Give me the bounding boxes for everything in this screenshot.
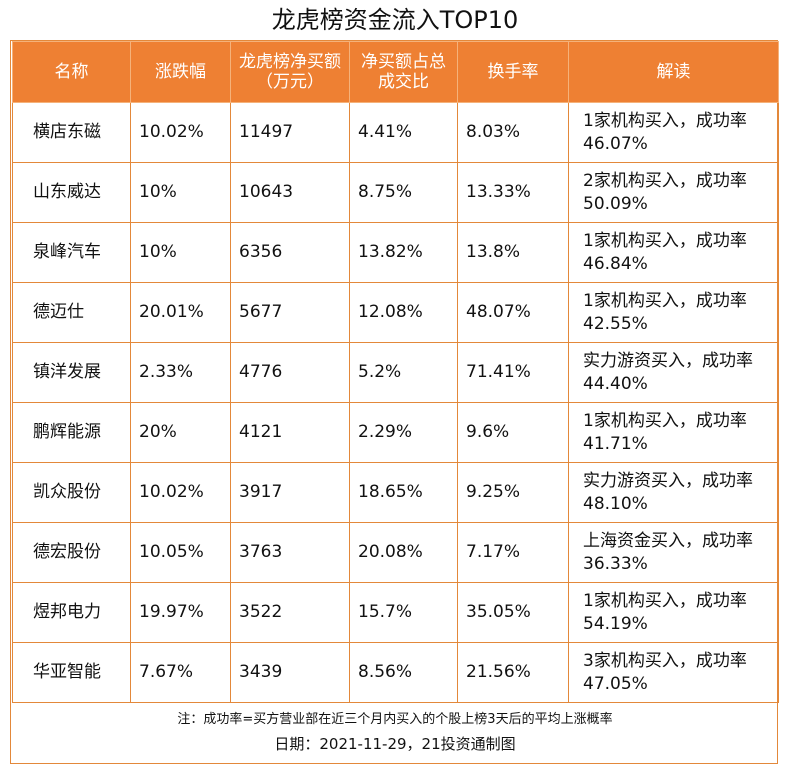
col-header-name: 名称 — [12, 41, 131, 103]
cell-name: 山东威达 — [12, 162, 131, 223]
table-row: 山东威达 10% 10643 8.75% 13.33% 2家机构买入，成功率50.09% — [12, 162, 779, 223]
table-row: 德宏股份 10.05% 3763 20.08% 7.17% 上海资金买入，成功率36.33… — [12, 522, 779, 583]
cell-turnover: 48.07% — [457, 282, 569, 343]
cell-name: 泉峰汽车 — [12, 222, 131, 283]
cell-net-buy: 5677 — [230, 282, 350, 343]
table-row: 鹏辉能源 20% 4121 2.29% 9.6% 1家机构买入，成功率41.71% — [12, 402, 779, 463]
cell-name: 华亚智能 — [12, 642, 131, 703]
footnote: 注：成功率=买方营业部在近三个月内买入的个股上榜3天后的平均上涨概率 — [177, 712, 613, 727]
col-header-note: 解读 — [568, 41, 779, 103]
table-row: 华亚智能 7.67% 3439 8.56% 21.56% 3家机构买入，成功率47.05% — [12, 642, 779, 703]
col-header-ratio: 净买额占总成交比 — [349, 41, 458, 103]
cell-net-buy: 3763 — [230, 522, 350, 583]
cell-net-buy: 4776 — [230, 342, 350, 403]
cell-note: 1家机构买入，成功率46.84% — [568, 222, 779, 283]
cell-note: 实力游资买入，成功率44.40% — [568, 342, 779, 403]
cell-change: 10.02% — [130, 102, 231, 163]
cell-change: 2.33% — [130, 342, 231, 403]
cell-note: 实力游资买入，成功率48.10% — [568, 462, 779, 523]
table-row: 煜邦电力 19.97% 3522 15.7% 35.05% 1家机构买入，成功率54.19… — [12, 582, 779, 643]
cell-note: 1家机构买入，成功率54.19% — [568, 582, 779, 643]
cell-change: 19.97% — [130, 582, 231, 643]
cell-note: 上海资金买入，成功率36.33% — [568, 522, 779, 583]
cell-ratio: 8.75% — [349, 162, 458, 223]
cell-note: 1家机构买入，成功率46.07% — [568, 102, 779, 163]
cell-change: 10.05% — [130, 522, 231, 583]
table-header-row: 名称 涨跌幅 龙虎榜净买额（万元） 净买额占总成交比 换手率 解读 — [12, 41, 779, 103]
cell-turnover: 71.41% — [457, 342, 569, 403]
table-row: 凯众股份 10.02% 3917 18.65% 9.25% 实力游资买入，成功率48.10… — [12, 462, 779, 523]
cell-change: 20.01% — [130, 282, 231, 343]
cell-ratio: 2.29% — [349, 402, 458, 463]
cell-name: 镇洋发展 — [12, 342, 131, 403]
col-header-turnover: 换手率 — [457, 41, 569, 103]
cell-turnover: 21.56% — [457, 642, 569, 703]
cell-note: 2家机构买入，成功率50.09% — [568, 162, 779, 223]
cell-change: 10.02% — [130, 462, 231, 523]
cell-change: 10% — [130, 222, 231, 283]
cell-net-buy: 10643 — [230, 162, 350, 223]
cell-net-buy: 3522 — [230, 582, 350, 643]
cell-name: 德宏股份 — [12, 522, 131, 583]
cell-ratio: 20.08% — [349, 522, 458, 583]
cell-ratio: 13.82% — [349, 222, 458, 283]
table-row: 德迈仕 20.01% 5677 12.08% 48.07% 1家机构买入，成功率42.55… — [12, 282, 779, 343]
cell-name: 煜邦电力 — [12, 582, 131, 643]
cell-net-buy: 11497 — [230, 102, 350, 163]
page-title: 龙虎榜资金流入TOP10 — [271, 6, 519, 34]
table-row: 横店东磁 10.02% 11497 4.41% 8.03% 1家机构买入，成功率46.07… — [12, 102, 779, 163]
date-credit: 日期：2021-11-29，21投资通制图 — [274, 735, 516, 753]
cell-note: 1家机构买入，成功率42.55% — [568, 282, 779, 343]
cell-turnover: 9.6% — [457, 402, 569, 463]
table-row: 镇洋发展 2.33% 4776 5.2% 71.41% 实力游资买入，成功率44.40% — [12, 342, 779, 403]
cell-ratio: 18.65% — [349, 462, 458, 523]
col-header-change: 涨跌幅 — [130, 41, 231, 103]
cell-name: 鹏辉能源 — [12, 402, 131, 463]
cell-name: 横店东磁 — [12, 102, 131, 163]
cell-change: 20% — [130, 402, 231, 463]
cell-turnover: 8.03% — [457, 102, 569, 163]
table-row: 泉峰汽车 10% 6356 13.82% 13.8% 1家机构买入，成功率46.84% — [12, 222, 779, 283]
cell-turnover: 35.05% — [457, 582, 569, 643]
cell-turnover: 7.17% — [457, 522, 569, 583]
cell-name: 德迈仕 — [12, 282, 131, 343]
cell-ratio: 8.56% — [349, 642, 458, 703]
cell-net-buy: 4121 — [230, 402, 350, 463]
cell-note: 3家机构买入，成功率47.05% — [568, 642, 779, 703]
cell-net-buy: 3917 — [230, 462, 350, 523]
cell-turnover: 13.8% — [457, 222, 569, 283]
cell-ratio: 15.7% — [349, 582, 458, 643]
cell-ratio: 4.41% — [349, 102, 458, 163]
cell-change: 10% — [130, 162, 231, 223]
cell-ratio: 12.08% — [349, 282, 458, 343]
cell-net-buy: 6356 — [230, 222, 350, 283]
col-header-net-buy: 龙虎榜净买额（万元） — [230, 41, 350, 103]
cell-note: 1家机构买入，成功率41.71% — [568, 402, 779, 463]
cell-change: 7.67% — [130, 642, 231, 703]
cell-net-buy: 3439 — [230, 642, 350, 703]
cell-name: 凯众股份 — [12, 462, 131, 523]
cell-turnover: 9.25% — [457, 462, 569, 523]
cell-turnover: 13.33% — [457, 162, 569, 223]
cell-ratio: 5.2% — [349, 342, 458, 403]
data-table: 名称 涨跌幅 龙虎榜净买额（万元） 净买额占总成交比 换手率 解读 横店东磁 10… — [12, 41, 779, 703]
